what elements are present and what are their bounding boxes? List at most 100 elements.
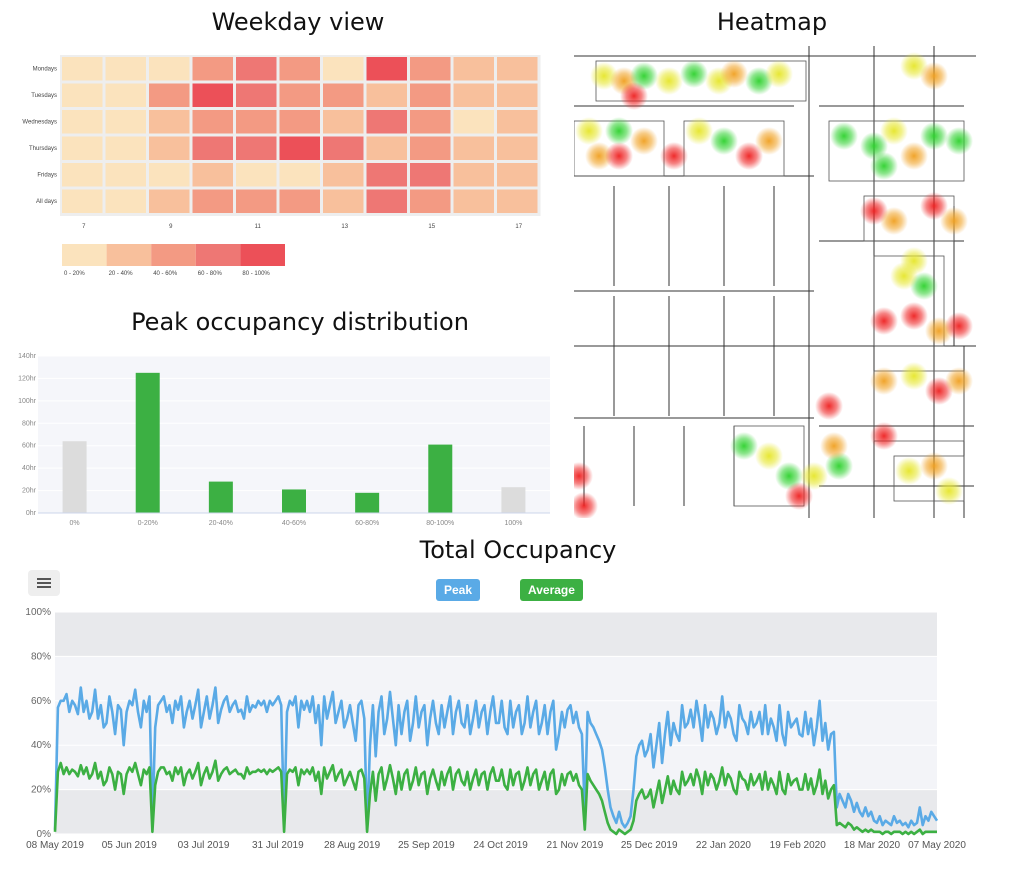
- heatmap-cell: [497, 163, 538, 187]
- heatmap-cell: [236, 163, 277, 187]
- heatmap-cell: [62, 83, 103, 107]
- heat-blob: [830, 122, 858, 150]
- row-label: Wednesdays: [22, 119, 57, 125]
- heat-blob: [575, 117, 603, 145]
- heat-blob: [730, 432, 758, 460]
- x-tick-label: 13: [341, 224, 348, 230]
- x-tick-label: 60-80%: [355, 520, 379, 527]
- heat-blob: [945, 367, 973, 395]
- y-tick-label: 0%: [37, 829, 52, 840]
- series-line-average: [53, 759, 937, 836]
- heat-blob: [755, 442, 783, 470]
- heat-blob: [890, 262, 918, 290]
- legend-average-button[interactable]: Average: [520, 579, 583, 601]
- heat-blob: [900, 302, 928, 330]
- heatmap-cell: [105, 136, 146, 160]
- y-tick-label: 20%: [31, 785, 51, 796]
- row-label: Fridays: [37, 172, 57, 178]
- legend-swatch: [106, 244, 152, 266]
- heat-blob: [800, 462, 828, 490]
- heatmap-cell: [62, 189, 103, 213]
- heatmap-cell: [410, 83, 451, 107]
- heat-blob: [655, 67, 683, 95]
- heatmap-cell: [323, 83, 364, 107]
- bar: [135, 372, 160, 513]
- heatmap-cell: [453, 189, 494, 213]
- chart-menu-button[interactable]: [28, 570, 60, 596]
- heat-blob: [660, 142, 688, 170]
- heatmap-cell: [149, 110, 190, 134]
- heatmap-cell: [497, 110, 538, 134]
- heatmap-cell: [497, 57, 538, 81]
- y-tick-label: 40hr: [22, 465, 37, 472]
- heat-blob: [574, 462, 593, 490]
- heatmap-cell: [192, 136, 233, 160]
- heatmap-cell: [279, 136, 320, 160]
- heatmap-cell: [410, 163, 451, 187]
- heat-blob: [680, 60, 708, 88]
- heatmap-cell: [236, 136, 277, 160]
- heat-blob: [880, 117, 908, 145]
- bar: [355, 492, 380, 513]
- bar: [62, 441, 87, 513]
- heatmap-cell: [192, 57, 233, 81]
- row-label: Thursdays: [29, 146, 57, 152]
- heatmap-cell: [105, 189, 146, 213]
- x-tick-label: 25 Sep 2019: [398, 840, 455, 851]
- y-tick-label: 40%: [31, 740, 51, 751]
- x-tick-label: 80-100%: [426, 520, 454, 527]
- legend-label: 0 - 20%: [64, 271, 85, 277]
- y-tick-label: 20hr: [22, 488, 37, 495]
- y-tick-label: 100hr: [18, 398, 37, 405]
- x-tick-label: 05 Jun 2019: [102, 840, 157, 851]
- heat-blob: [900, 362, 928, 390]
- total-occupancy-line-chart: 0% 20% 40% 60% 80% 100% 08 May 2019 05 Jun 2019…: [25, 607, 966, 851]
- heatmap-cell: [453, 136, 494, 160]
- peak-distribution-title: Peak occupancy distribution: [131, 308, 469, 336]
- heatmap-cell: [236, 83, 277, 107]
- heatmap-cell: [453, 110, 494, 134]
- heatmap-title: Heatmap: [716, 8, 828, 36]
- heat-blob: [720, 60, 748, 88]
- heat-blob: [574, 492, 598, 518]
- heatmap-cell: [410, 110, 451, 134]
- heatmap-cell: [410, 189, 451, 213]
- heatmap-cell: [497, 136, 538, 160]
- x-tick-label: 11: [255, 224, 262, 230]
- heatmap-cell: [105, 57, 146, 81]
- heat-blob: [920, 452, 948, 480]
- heatmap-cell: [192, 83, 233, 107]
- heatmap-cell: [236, 57, 277, 81]
- row-label: Tuesdays: [31, 93, 57, 99]
- heatmap-cell: [192, 110, 233, 134]
- heat-blob: [900, 142, 928, 170]
- x-tick-label: 9: [169, 224, 173, 230]
- legend-label: 80 - 100%: [242, 271, 270, 277]
- heatmap-cell: [62, 163, 103, 187]
- row-label: Mondays: [33, 66, 57, 72]
- bar: [428, 444, 453, 513]
- x-tick-label: 0-20%: [138, 520, 158, 527]
- heatmap-cell: [497, 189, 538, 213]
- heatmap-cell: [105, 110, 146, 134]
- legend-label: 40 - 60%: [153, 271, 178, 277]
- heatmap-cell: [323, 136, 364, 160]
- heat-blob: [785, 482, 813, 510]
- heatmap-background: [60, 55, 541, 216]
- x-tick-label: 25 Dec 2019: [621, 840, 678, 851]
- heatmap-cell: [279, 189, 320, 213]
- peak-occupancy-bar-chart: 0hr 20hr 40hr 60hr 80hr 100hr 120hr 140hr 0% 0-20…: [18, 353, 550, 527]
- legend-peak-button[interactable]: Peak: [436, 579, 481, 601]
- band-high: [55, 612, 937, 657]
- x-tick-label: 07 May 2020: [908, 840, 966, 851]
- x-tick-label: 08 May 2019: [26, 840, 84, 851]
- heatmap-cell: [453, 83, 494, 107]
- x-tick-label: 18 Mar 2020: [844, 840, 901, 851]
- weekday-view-title: Weekday view: [211, 8, 385, 36]
- heatmap-cell: [192, 189, 233, 213]
- x-tick-label: 20-40%: [209, 520, 233, 527]
- heatmap-cell: [366, 189, 407, 213]
- y-tick-label: 60hr: [22, 443, 37, 450]
- heat-blob: [630, 127, 658, 155]
- legend-label: 20 - 40%: [109, 271, 134, 277]
